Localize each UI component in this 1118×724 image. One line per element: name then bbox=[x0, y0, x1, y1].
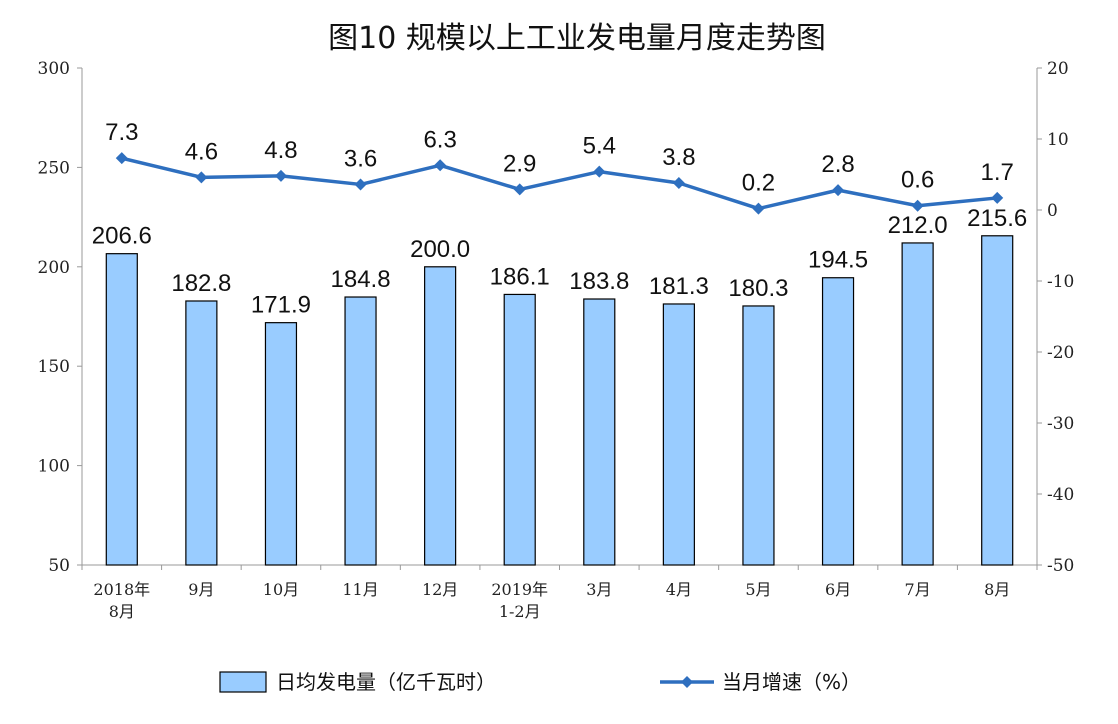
bar-data-label: 186.1 bbox=[490, 263, 550, 290]
line-data-label: 1.7 bbox=[981, 159, 1014, 186]
line-point bbox=[752, 202, 765, 215]
line-point bbox=[513, 183, 526, 196]
line-point bbox=[991, 191, 1004, 204]
line-data-label: 4.6 bbox=[185, 138, 218, 165]
line-point bbox=[832, 184, 845, 197]
bar bbox=[901, 242, 934, 566]
x-tick-label: 1-2月 bbox=[499, 602, 541, 621]
line-point bbox=[115, 152, 128, 165]
bar bbox=[105, 253, 138, 566]
y-left-tick-label: 100 bbox=[38, 457, 70, 477]
axes: 50 100 150 200 250 300 -50 -40 -30 -20 -10 0 10 20 201… bbox=[38, 59, 1075, 621]
y-right-tick-label: 10 bbox=[1047, 130, 1069, 150]
legend: 日均发电量（亿千瓦时） 当月增速（%） bbox=[219, 670, 861, 694]
y-left-tick-label: 300 bbox=[38, 59, 70, 79]
line-data-label: 4.8 bbox=[264, 137, 297, 164]
line-point bbox=[195, 171, 208, 184]
line-data-label: 6.3 bbox=[423, 126, 456, 153]
line-data-label: 0.2 bbox=[742, 170, 775, 197]
bar-data-label: 171.9 bbox=[251, 292, 311, 319]
y-right-tick-label: -50 bbox=[1047, 556, 1074, 576]
bar-series: 206.6 182.8 171.9 184.8 200.0 186.1 183.8 181.3… bbox=[92, 205, 1027, 566]
bar bbox=[583, 298, 616, 566]
bar bbox=[742, 305, 775, 566]
bar-data-label: 184.8 bbox=[331, 266, 391, 293]
x-tick-label: 4月 bbox=[666, 580, 692, 599]
x-tick-label: 2019年 bbox=[491, 580, 548, 599]
x-tick-label: 9月 bbox=[188, 580, 214, 599]
bar-data-label: 183.8 bbox=[569, 268, 629, 295]
x-tick-label: 7月 bbox=[905, 580, 931, 599]
line-data-label: 0.6 bbox=[901, 167, 934, 194]
line-data-label: 2.8 bbox=[821, 151, 854, 178]
line-point bbox=[593, 165, 606, 178]
y-left-tick-label: 200 bbox=[38, 258, 70, 278]
line-data-label: 3.6 bbox=[344, 145, 377, 172]
x-tick-label: 12月 bbox=[422, 580, 458, 599]
bar-data-label: 212.0 bbox=[888, 212, 948, 239]
bar bbox=[821, 277, 855, 566]
y-right-tick-label: -20 bbox=[1047, 343, 1074, 363]
bar bbox=[185, 300, 218, 566]
x-tick-label: 11月 bbox=[342, 580, 378, 599]
legend-bar-swatch bbox=[219, 671, 267, 693]
line-data-label: 2.9 bbox=[503, 150, 536, 177]
bar-data-label: 200.0 bbox=[410, 236, 470, 263]
bar-data-label: 180.3 bbox=[728, 275, 788, 302]
legend-line-marker bbox=[681, 676, 693, 688]
bar bbox=[344, 296, 377, 566]
legend-bar-label: 日均发电量（亿千瓦时） bbox=[276, 670, 496, 694]
y-left-tick-label: 150 bbox=[38, 357, 70, 377]
bar bbox=[424, 266, 457, 566]
line-point bbox=[274, 169, 287, 182]
y-left-tick-label: 250 bbox=[38, 158, 70, 178]
y-right-tick-label: -30 bbox=[1047, 414, 1074, 434]
bar-data-label: 206.6 bbox=[92, 223, 152, 250]
legend-line-label: 当月增速（%） bbox=[722, 670, 861, 694]
x-tick-label: 6月 bbox=[825, 580, 851, 599]
line-point bbox=[911, 199, 924, 212]
y-right-tick-label: 20 bbox=[1047, 59, 1069, 79]
x-tick-label: 3月 bbox=[586, 580, 612, 599]
x-tick-label: 10月 bbox=[263, 580, 299, 599]
line-data-label: 3.8 bbox=[662, 144, 695, 171]
line-data-label: 7.3 bbox=[105, 119, 138, 146]
y-right-tick-label: -10 bbox=[1047, 272, 1074, 292]
x-tick-label: 5月 bbox=[745, 580, 771, 599]
y-right-tick-label: 0 bbox=[1047, 201, 1058, 221]
x-tick-label: 8月 bbox=[109, 602, 135, 621]
x-tick-label: 8月 bbox=[984, 580, 1010, 599]
chart-title: 图10 规模以上工业发电量月度走势图 bbox=[328, 21, 826, 56]
bar bbox=[662, 303, 695, 566]
line-point bbox=[354, 178, 367, 191]
line-point bbox=[434, 159, 447, 172]
bar-data-label: 215.6 bbox=[967, 205, 1027, 232]
y-left-tick-label: 50 bbox=[48, 556, 70, 576]
bar-data-label: 194.5 bbox=[808, 247, 868, 274]
bar bbox=[981, 235, 1014, 566]
bar-data-label: 182.8 bbox=[171, 270, 231, 297]
x-tick-label: 2018年 bbox=[93, 580, 150, 599]
y-right-tick-label: -40 bbox=[1047, 485, 1074, 505]
line-point bbox=[672, 177, 685, 190]
line-series: 7.3 4.6 4.8 3.6 6.3 2.9 5.4 3.8 0.2 2.8 0.6 1.7 bbox=[105, 119, 1014, 215]
bar bbox=[264, 322, 298, 566]
line-data-label: 5.4 bbox=[583, 133, 616, 160]
bar bbox=[503, 293, 536, 566]
bar-data-label: 181.3 bbox=[649, 273, 709, 300]
growth-line bbox=[121, 156, 998, 211]
